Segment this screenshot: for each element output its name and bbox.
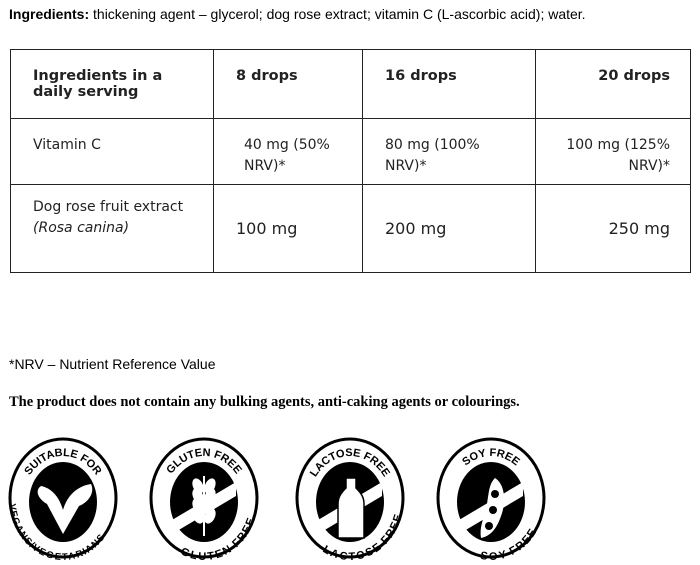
header-20-drops: 20 drops — [535, 49, 691, 119]
row-name: Vitamin C — [10, 118, 214, 185]
free-from-statement: The product does not contain any bulking… — [9, 394, 520, 410]
soybean-icon — [480, 478, 505, 538]
table-row: Dog rose fruit extract (Rosa canina) 100… — [10, 184, 691, 273]
row-name-latin: (Rosa canina) — [33, 220, 130, 236]
cell-value: 250 mg — [535, 184, 691, 273]
table-row: Vitamin C 40 mg (50% NRV)* 80 mg (100% N… — [10, 118, 691, 185]
ingredients-label: Ingredients: — [9, 6, 90, 22]
nrv-footnote: *NRV – Nutrient Reference Value — [9, 356, 216, 372]
row-name: Dog rose fruit extract — [33, 199, 184, 215]
badge-soybean: SOY FREE SOY FREE — [435, 436, 547, 563]
nutrition-table: Ingredients in a daily serving 8 drops 1… — [10, 49, 691, 273]
cell-value: 100 mg (125% NRV)* — [535, 118, 691, 185]
vegan-leaf-icon — [37, 484, 93, 534]
wheat-icon — [192, 476, 216, 536]
row-name-cell: Dog rose fruit extract (Rosa canina) — [10, 184, 214, 273]
badge-vegan-leaf: SUITABLE FOR VEGANS/VEGETARIANS — [6, 436, 119, 563]
cell-value: 80 mg (100% NRV)* — [362, 118, 536, 185]
table-header-row: Ingredients in a daily serving 8 drops 1… — [10, 49, 691, 119]
badge-milk-bottle: LACTOSE FREE LACTOSE FREE — [294, 436, 406, 563]
cell-value: 100 mg — [213, 184, 363, 273]
ingredients-text: thickening agent – glycerol; dog rose ex… — [89, 6, 586, 22]
milk-bottle-icon — [337, 477, 365, 539]
ingredients-line: Ingredients: thickening agent – glycerol… — [9, 6, 586, 22]
header-8-drops: 8 drops — [213, 49, 363, 119]
header-ingredients: Ingredients in a daily serving — [10, 49, 214, 119]
cell-value: 200 mg — [362, 184, 536, 273]
badge-wheat: GLUTEN FREE GLUTEN FREE — [148, 436, 260, 563]
header-16-drops: 16 drops — [362, 49, 536, 119]
cell-value: 40 mg (50% NRV)* — [213, 118, 363, 185]
